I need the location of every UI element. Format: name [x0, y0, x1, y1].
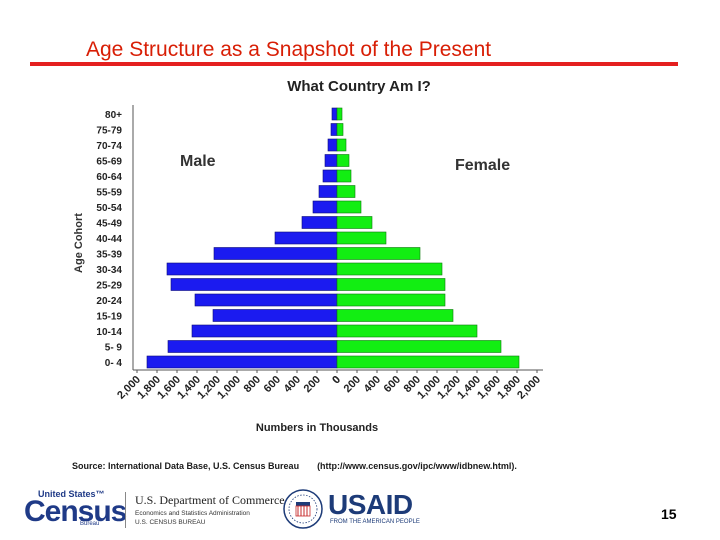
source-url: (http://www.census.gov/ipc/www/idbnew.ht… [317, 461, 517, 471]
x-tick-label-male: 200 [302, 374, 323, 395]
female-bar-65-69 [336, 154, 350, 167]
female-bar-80 [336, 107, 343, 121]
female-bar-55-59 [336, 185, 356, 198]
male-bar-40-44 [274, 231, 338, 245]
female-bar-5-9 [336, 340, 502, 353]
male-bar-25-29 [170, 278, 338, 291]
slide-title: Age Structure as a Snapshot of the Prese… [86, 38, 492, 61]
y-tick-label: 0- 4 [105, 358, 123, 369]
y-tick-label: 30-34 [96, 265, 122, 276]
female-bar-10-14 [336, 324, 478, 338]
census-logo-wordmark: Census [24, 495, 127, 528]
doc-line-2: Economics and Statistics Administration [135, 510, 250, 517]
male-bar-70-74 [327, 138, 338, 152]
female-bar-70-74 [336, 138, 347, 152]
female-bar-0-4 [336, 355, 520, 369]
y-tick-label: 20-24 [96, 296, 122, 307]
department-of-commerce-text: U.S. Department of Commerce Economics an… [135, 493, 285, 526]
census-logo-bureau-text: Bureau [80, 521, 100, 527]
male-bar-45-49 [301, 216, 338, 229]
female-bar-40-44 [336, 231, 387, 245]
x-tick-label-male: 600 [262, 374, 283, 395]
y-tick-label: 80+ [105, 110, 122, 121]
male-bar-20-24 [194, 293, 338, 307]
doc-line-3: U.S. CENSUS BUREAU [135, 519, 206, 526]
x-tick-label-female: 400 [362, 374, 383, 395]
y-tick-label: 65-69 [96, 157, 122, 168]
female-bar-30-34 [336, 262, 443, 276]
source-label: Source: International Data Base, U.S. Ce… [72, 461, 300, 471]
y-tick-label: 55-59 [96, 188, 122, 199]
usaid-wordmark: USAID [328, 489, 413, 520]
female-legend-label: Female [455, 157, 510, 174]
usaid-seal-icon [283, 489, 323, 529]
male-bar-50-54 [312, 200, 338, 214]
y-tick-label: 10-14 [96, 327, 122, 338]
male-bar-55-59 [318, 185, 338, 198]
female-bar-35-39 [336, 247, 421, 260]
census-logo-top-text: United States™ [38, 489, 105, 499]
chart-title: What Country Am I? [287, 78, 431, 95]
male-bar-35-39 [213, 247, 338, 260]
male-bar-65-69 [324, 154, 338, 167]
female-bar-50-54 [336, 200, 362, 214]
male-bar-30-34 [166, 262, 338, 276]
female-bar-20-24 [336, 293, 446, 307]
y-tick-label: 35-39 [96, 250, 122, 261]
census-bureau-logo: United States™ Census Bureau [24, 489, 127, 529]
usaid-tagline: FROM THE AMERICAN PEOPLE [330, 519, 420, 525]
source-note: Source: International Data Base, U.S. Ce… [72, 461, 517, 471]
male-legend-label: Male [180, 153, 216, 170]
male-bar-60-64 [322, 169, 338, 183]
y-tick-label: 15-19 [96, 312, 122, 323]
male-bar-10-14 [191, 324, 338, 338]
female-bar-45-49 [336, 216, 373, 229]
y-tick-label: 5- 9 [105, 343, 123, 354]
x-tick-label-male: 1,000 [215, 374, 243, 402]
y-tick-label: 70-74 [96, 141, 122, 152]
y-axis-label: Age Cohort [73, 213, 85, 273]
y-tick-label: 50-54 [96, 203, 122, 214]
male-bar-75-79 [330, 123, 338, 136]
y-tick-label: 25-29 [96, 281, 122, 292]
female-bar-25-29 [336, 278, 446, 291]
y-tick-label: 60-64 [96, 172, 122, 183]
male-bar-0-4 [146, 355, 338, 369]
y-tick-label: 45-49 [96, 219, 122, 230]
female-bar-15-19 [336, 309, 454, 322]
female-bar-60-64 [336, 169, 352, 183]
doc-line-1: U.S. Department of Commerce [135, 493, 285, 507]
page-number: 15 [661, 506, 677, 522]
y-tick-label: 75-79 [96, 126, 122, 137]
x-tick-label-female: 2,000 [515, 374, 543, 402]
x-tick-label-male: 800 [242, 374, 263, 395]
x-axis-label: Numbers in Thousands [256, 422, 378, 434]
y-tick-label: 40-44 [96, 234, 122, 245]
x-tick-label-female: 600 [382, 374, 403, 395]
logo-divider [125, 492, 126, 528]
male-bar-5-9 [167, 340, 338, 353]
male-bar-15-19 [212, 309, 338, 322]
x-tick-label-female: 200 [342, 374, 363, 395]
x-tick-label-male: 400 [282, 374, 303, 395]
x-tick-label-female: 0 [330, 374, 343, 387]
female-bar-75-79 [336, 123, 344, 136]
male-bar-80 [331, 107, 338, 121]
title-underline [30, 62, 678, 66]
